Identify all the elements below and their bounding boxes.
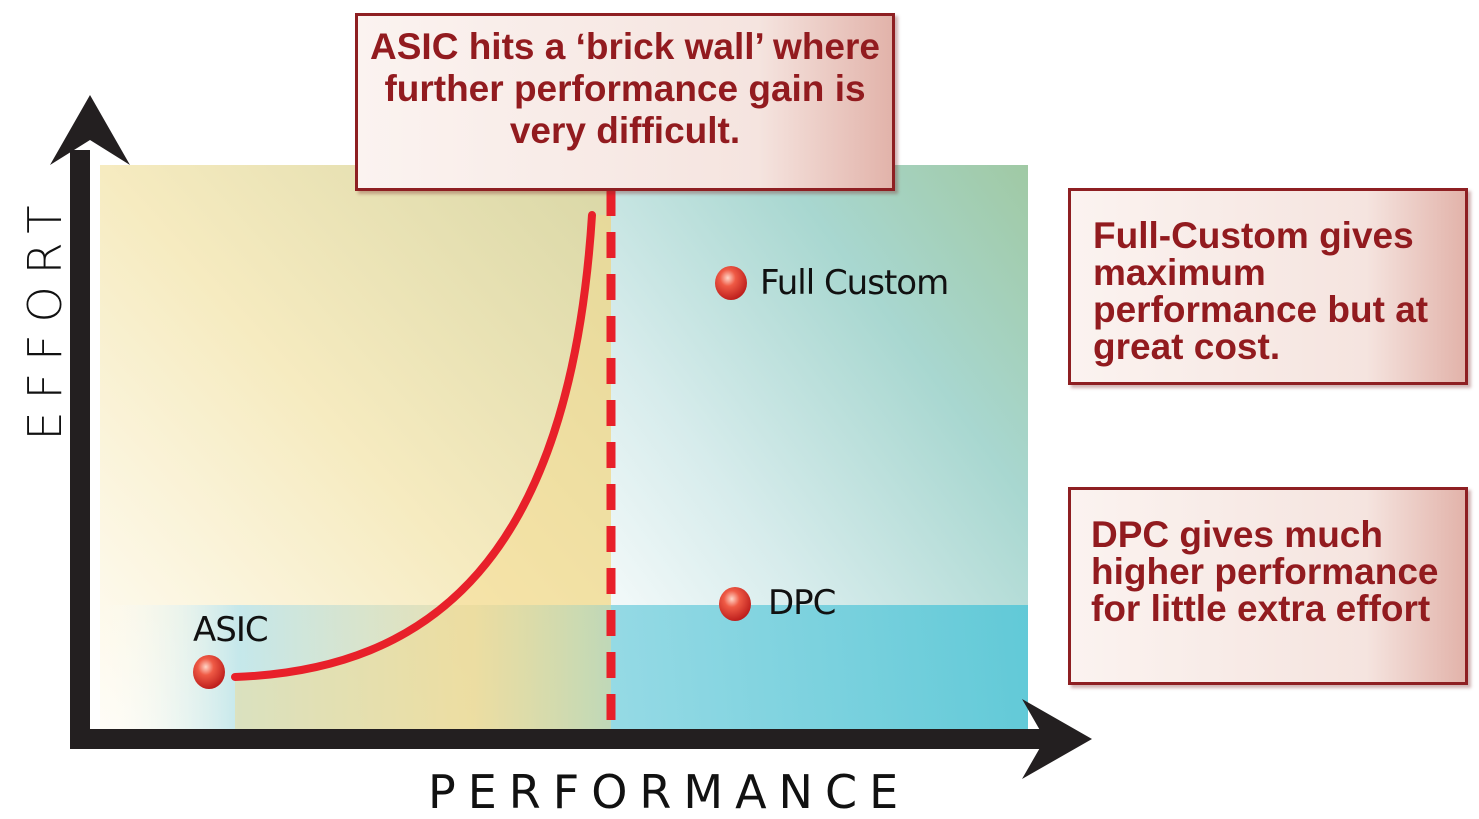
dpc-point	[719, 587, 751, 621]
asic-curve	[231, 211, 596, 681]
asic-label: ASIC	[193, 610, 269, 650]
x-axis-arrow-icon	[1022, 699, 1092, 779]
low-effort-band	[100, 605, 1028, 730]
full-custom-label: Full Custom	[760, 263, 949, 303]
asic-point	[193, 655, 225, 689]
y-axis-label: EFFORT	[18, 193, 72, 441]
dpc-label: DPC	[768, 583, 836, 623]
brick-wall-callout: ASIC hits a ‘brick wall’ where further p…	[355, 13, 895, 191]
x-axis-label: PERFORMANCE	[428, 765, 911, 819]
full-custom-callout: Full-Custom gives maximum performance bu…	[1068, 188, 1468, 385]
curve-fill	[235, 215, 611, 730]
y-axis-arrow-icon	[50, 95, 130, 165]
full-custom-point	[715, 266, 747, 300]
dpc-callout: DPC gives much higher performance for li…	[1068, 487, 1468, 685]
